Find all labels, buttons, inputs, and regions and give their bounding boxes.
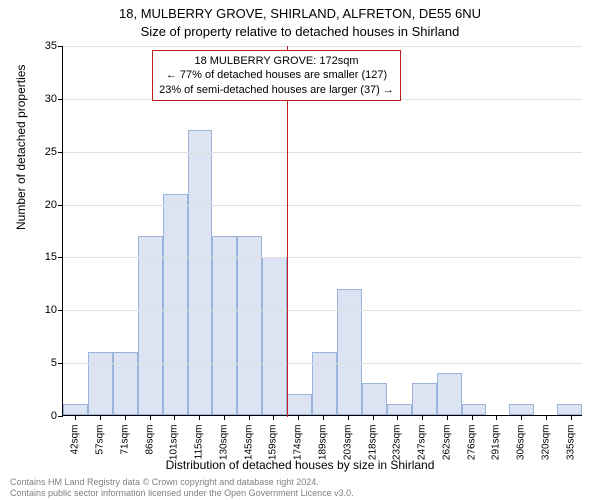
xtick-label: 218sqm [367,425,378,461]
histogram-bar [462,404,487,415]
histogram-bar [237,236,262,415]
ytick-mark [58,205,63,206]
ytick-mark [58,310,63,311]
chart-title-line2: Size of property relative to detached ho… [0,24,600,39]
xtick-label: 86sqm [144,425,155,455]
credits: Contains HM Land Registry data © Crown c… [10,477,354,498]
xtick-label: 262sqm [441,425,452,461]
xtick-mark [273,415,274,420]
xtick-mark [571,415,572,420]
xtick-label: 232sqm [392,425,403,461]
xtick-mark [100,415,101,420]
annotation-line: 23% of semi-detached houses are larger (… [159,83,394,97]
gridline [63,152,582,153]
annotation-line: 18 MULBERRY GROVE: 172sqm [159,54,394,68]
xtick-label: 306sqm [516,425,527,461]
credits-line1: Contains HM Land Registry data © Crown c… [10,477,354,487]
annotation-box: 18 MULBERRY GROVE: 172sqm← 77% of detach… [152,50,401,101]
histogram-bar [287,394,312,415]
xtick-mark [546,415,547,420]
xtick-mark [472,415,473,420]
annotation-line: ← 77% of detached houses are smaller (12… [159,68,394,82]
ytick-mark [58,99,63,100]
xtick-mark [323,415,324,420]
xtick-label: 71sqm [119,425,130,455]
credits-line2: Contains public sector information licen… [10,488,354,498]
ytick-mark [58,363,63,364]
histogram-bar [163,194,188,415]
histogram-bar [138,236,163,415]
histogram-bar [262,257,287,415]
ytick-label: 5 [51,357,57,369]
ytick-mark [58,46,63,47]
histogram-bar [412,383,437,415]
histogram-bar [88,352,113,415]
histogram-bar [362,383,387,415]
gridline [63,310,582,311]
xtick-label: 320sqm [540,425,551,461]
histogram-bar [212,236,237,415]
histogram-bar [437,373,462,415]
xtick-label: 247sqm [417,425,428,461]
xtick-mark [447,415,448,420]
marker-line [287,46,288,417]
gridline [63,257,582,258]
chart-title-line1: 18, MULBERRY GROVE, SHIRLAND, ALFRETON, … [0,6,600,21]
xtick-mark [75,415,76,420]
xtick-label: 42sqm [70,425,81,455]
gridline [63,46,582,47]
xtick-mark [521,415,522,420]
xtick-mark [348,415,349,420]
ytick-label: 15 [45,251,57,263]
ytick-label: 10 [45,304,57,316]
xtick-label: 174sqm [293,425,304,461]
xtick-mark [174,415,175,420]
histogram-bar [113,352,138,415]
xtick-mark [150,415,151,420]
ytick-mark [58,416,63,417]
x-axis-label: Distribution of detached houses by size … [0,458,600,472]
ytick-mark [58,152,63,153]
xtick-label: 145sqm [243,425,254,461]
gridline [63,205,582,206]
histogram-bar [557,404,582,415]
xtick-label: 130sqm [218,425,229,461]
xtick-mark [422,415,423,420]
xtick-mark [199,415,200,420]
ytick-label: 0 [51,410,57,422]
xtick-mark [496,415,497,420]
gridline [63,363,582,364]
ytick-label: 25 [45,146,57,158]
plot-area: 0510152025303542sqm57sqm71sqm86sqm101sqm… [62,46,582,416]
xtick-mark [373,415,374,420]
chart-container: 18, MULBERRY GROVE, SHIRLAND, ALFRETON, … [0,0,600,500]
xtick-label: 291sqm [491,425,502,461]
xtick-mark [125,415,126,420]
bars-group [63,46,582,415]
xtick-mark [397,415,398,420]
ytick-label: 30 [45,93,57,105]
y-axis-label: Number of detached properties [14,65,28,230]
histogram-bar [188,130,213,415]
xtick-label: 115sqm [194,425,205,460]
xtick-mark [298,415,299,420]
histogram-bar [312,352,337,415]
ytick-label: 35 [45,40,57,52]
xtick-mark [249,415,250,420]
xtick-label: 159sqm [268,425,279,461]
xtick-label: 57sqm [95,425,106,455]
histogram-bar [337,289,362,416]
xtick-label: 101sqm [169,425,180,461]
ytick-label: 20 [45,199,57,211]
histogram-bar [63,404,88,415]
histogram-bar [387,404,412,415]
xtick-label: 189sqm [318,425,329,461]
histogram-bar [509,404,534,415]
xtick-label: 276sqm [466,425,477,461]
xtick-mark [224,415,225,420]
ytick-mark [58,257,63,258]
xtick-label: 335sqm [565,425,576,461]
xtick-label: 203sqm [342,425,353,461]
